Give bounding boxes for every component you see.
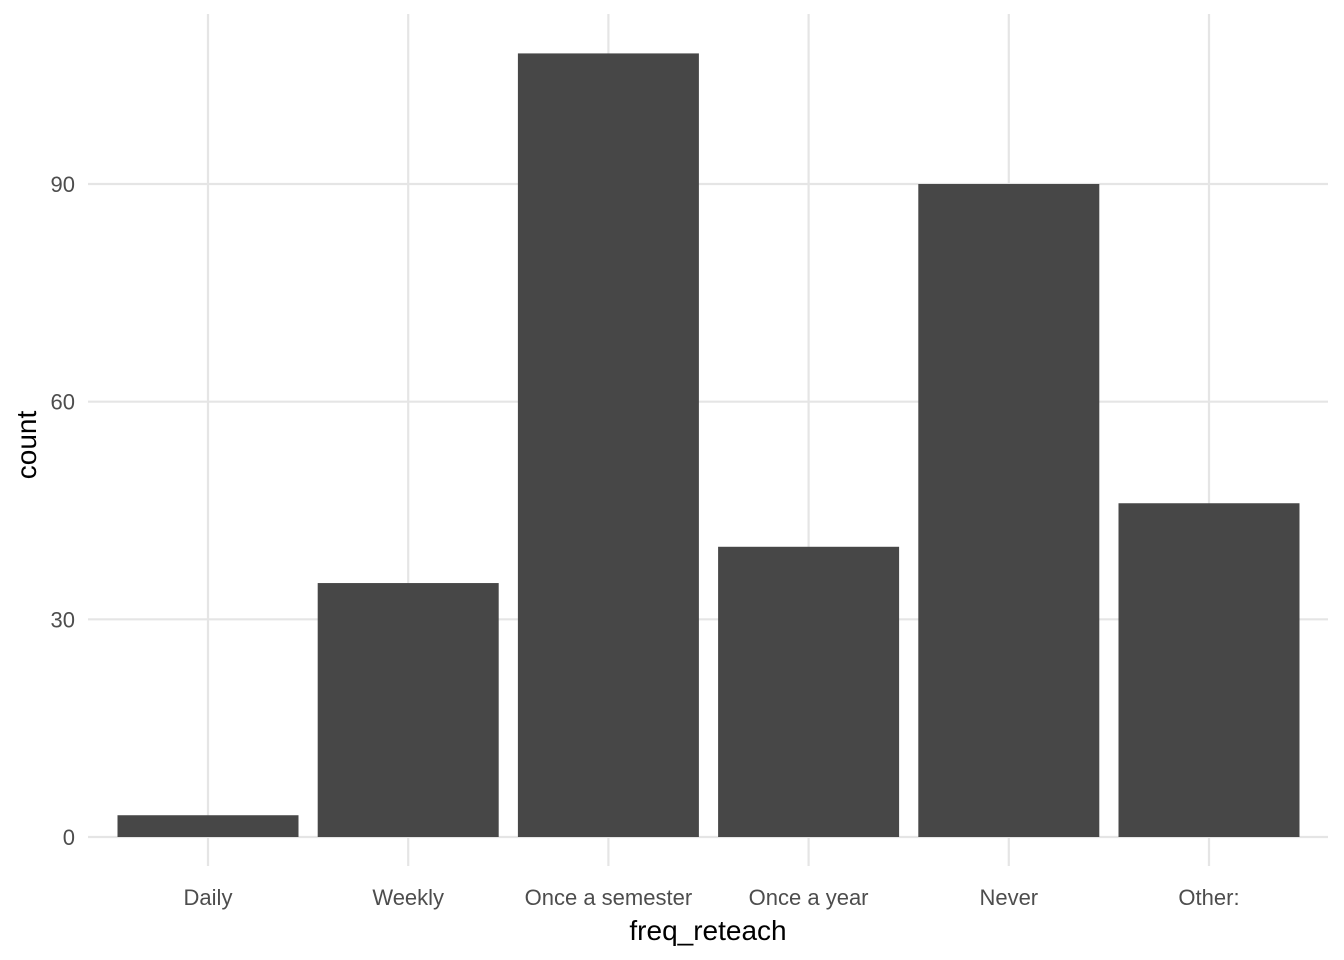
x-tick-label: Once a year (749, 885, 869, 910)
x-tick-label: Never (979, 885, 1038, 910)
bar (718, 546, 900, 837)
x-tick-label: Other: (1178, 885, 1239, 910)
bar (918, 184, 1100, 837)
y-tick-label: 0 (63, 825, 75, 850)
y-axis-title: count (11, 411, 42, 480)
x-axis-title: freq_reteach (629, 915, 786, 946)
y-tick-label: 90 (51, 172, 75, 197)
bar (517, 53, 699, 837)
bar (1118, 503, 1300, 837)
y-tick-label: 60 (51, 390, 75, 415)
x-tick-label: Once a semester (525, 885, 693, 910)
bar (117, 815, 299, 837)
y-tick-label: 30 (51, 607, 75, 632)
y-tick-labels: 0 30 60 90 (51, 172, 75, 850)
x-tick-label: Daily (184, 885, 233, 910)
x-tick-label: Weekly (372, 885, 444, 910)
bar (317, 583, 499, 837)
x-tick-labels: Daily Weekly Once a semester Once a year Nev… (184, 885, 1240, 910)
bars (117, 53, 1300, 837)
